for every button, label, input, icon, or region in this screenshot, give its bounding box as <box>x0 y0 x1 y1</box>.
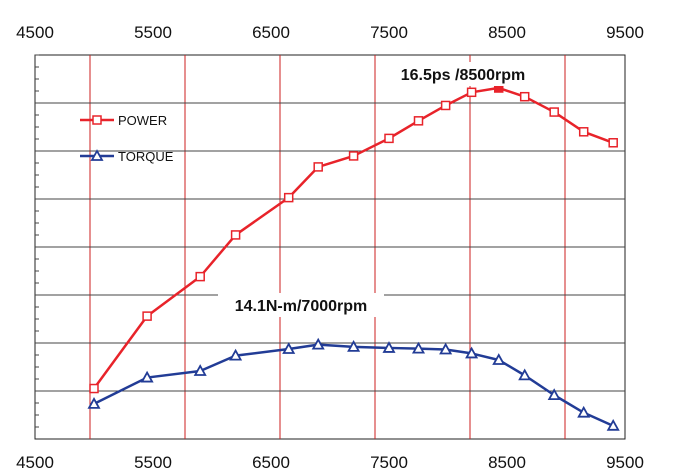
x-tick-label-top: 6500 <box>252 23 290 42</box>
torque-point <box>193 364 207 376</box>
series-layer <box>87 83 620 431</box>
x-tick-label-top: 5500 <box>134 23 172 42</box>
legend-power-label: POWER <box>118 113 167 128</box>
power-annotation-bg <box>385 62 541 86</box>
power-point <box>283 192 294 203</box>
power-line <box>92 86 614 390</box>
power-point <box>608 138 618 148</box>
x-tick-label-bottom: 5500 <box>134 453 172 472</box>
torque-point <box>311 337 325 350</box>
legend-torque-label: TORQUE <box>118 149 174 164</box>
torque-point <box>492 353 506 365</box>
x-tick-label-bottom: 7500 <box>370 453 408 472</box>
torque-peak-annotation: 14.1N-m/7000rpm <box>235 298 368 315</box>
power-point <box>519 91 530 102</box>
torque-line <box>93 343 614 427</box>
x-tick-label-bottom: 4500 <box>16 453 54 472</box>
grid <box>35 54 625 439</box>
torque-point <box>411 341 426 354</box>
x-tick-label-top: 7500 <box>370 23 408 42</box>
legend: POWER TORQUE <box>80 113 174 164</box>
torque-point <box>347 339 361 352</box>
power-peak-annotation: 16.5ps /8500rpm <box>401 67 526 84</box>
torque-point <box>439 342 453 355</box>
series-power <box>89 83 618 394</box>
torque-point <box>577 405 591 418</box>
legend-power-marker <box>92 115 102 125</box>
torque-point <box>229 348 243 361</box>
x-tick-label-bottom: 6500 <box>252 453 290 472</box>
power-point <box>578 127 589 137</box>
annotations: 16.5ps /8500rpm 14.1N-m/7000rpm <box>218 62 541 317</box>
power-point <box>89 383 99 394</box>
power-point <box>413 116 424 126</box>
x-tick-label-top: 9500 <box>606 23 644 42</box>
torque-annotation-bg <box>218 293 384 317</box>
power-point <box>230 230 241 240</box>
series-torque <box>87 337 620 431</box>
power-point <box>142 311 152 321</box>
torque-point <box>547 388 561 401</box>
x-tick-label-top: 8500 <box>488 23 526 42</box>
power-point <box>549 107 559 117</box>
torque-point <box>282 342 296 354</box>
power-point <box>195 271 205 282</box>
torque-point <box>518 368 532 381</box>
x-tick-label-bottom: 8500 <box>488 453 526 472</box>
torque-point <box>382 341 396 353</box>
x-axis-bottom: 4500 5500 6500 7500 8500 9500 <box>16 453 644 472</box>
legend-torque-marker <box>90 149 104 161</box>
x-tick-label-top: 4500 <box>16 23 54 42</box>
power-point <box>466 87 477 98</box>
power-point <box>384 133 394 144</box>
torque-point <box>140 370 154 383</box>
x-axis-top: 4500 5500 6500 7500 8500 9500 <box>16 23 644 42</box>
torque-point <box>465 346 479 359</box>
x-tick-label-bottom: 9500 <box>606 453 644 472</box>
torque-point <box>606 418 620 431</box>
torque-point <box>87 397 101 409</box>
power-point <box>313 162 323 172</box>
power-point <box>440 100 451 111</box>
power-point <box>348 151 359 161</box>
